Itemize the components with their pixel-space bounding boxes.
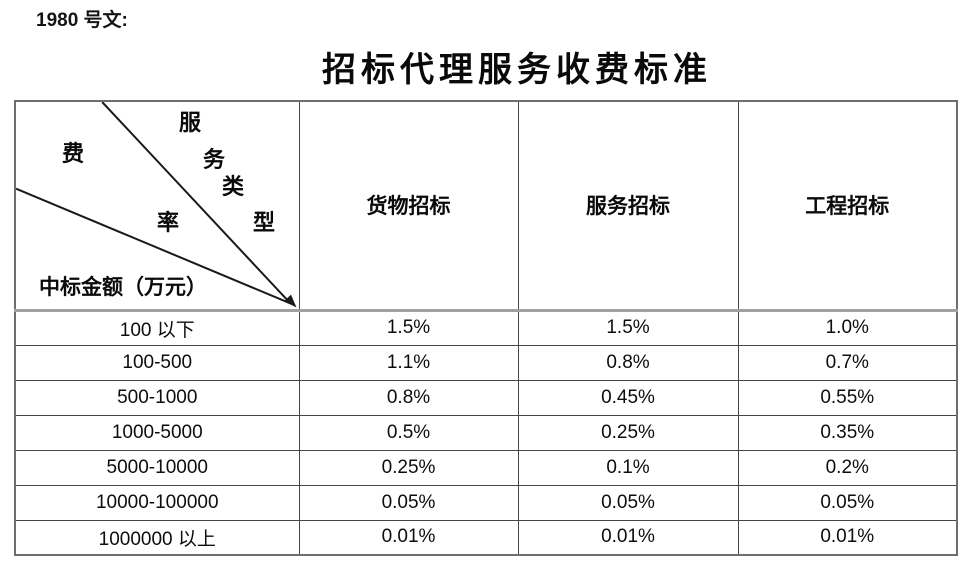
service-rate-cell: 0.1% — [517, 449, 739, 486]
table-row: 10000-100000 0.05% 0.05% 0.05% — [14, 484, 958, 521]
works-rate-cell: 0.01% — [737, 519, 958, 556]
table-row: 100 以下 1.5% 1.5% 1.0% — [14, 309, 958, 346]
table-header-row: 服 务 类 型 费 率 中标金额（万元） 货物招标 服务招标 工程招标 — [14, 100, 958, 312]
works-rate-cell: 0.2% — [737, 449, 958, 486]
corner-label-service-type-char: 型 — [253, 210, 276, 235]
amount-range-cell: 5000-10000 — [14, 449, 300, 486]
amount-range-cell: 1000000 以上 — [14, 519, 300, 556]
corner-label-fee-rate-char: 率 — [157, 210, 180, 235]
works-rate-cell: 0.55% — [737, 379, 958, 416]
corner-label-service-type-char: 类 — [222, 174, 245, 199]
corner-label-service-type-char: 服 — [179, 110, 202, 135]
column-header-service-bidding: 服务招标 — [517, 100, 739, 312]
goods-rate-cell: 0.05% — [298, 484, 519, 521]
service-rate-cell: 0.45% — [517, 379, 739, 416]
corner-label-fee-rate-char: 费 — [62, 141, 85, 166]
table-row: 1000000 以上 0.01% 0.01% 0.01% — [14, 519, 958, 556]
table-row: 1000-5000 0.5% 0.25% 0.35% — [14, 414, 958, 451]
works-rate-cell: 0.7% — [737, 344, 958, 381]
goods-rate-cell: 0.01% — [298, 519, 519, 556]
amount-range-cell: 10000-100000 — [14, 484, 300, 521]
service-rate-cell: 0.25% — [517, 414, 739, 451]
amount-range-cell: 500-1000 — [14, 379, 300, 416]
doc-reference-number: 1980 号文: — [36, 10, 128, 31]
table-row: 500-1000 0.8% 0.45% 0.55% — [14, 379, 958, 416]
corner-label-service-type-char: 务 — [203, 147, 226, 172]
goods-rate-cell: 1.5% — [298, 309, 519, 346]
amount-range-cell: 100-500 — [14, 344, 300, 381]
table-row: 100-500 1.1% 0.8% 0.7% — [14, 344, 958, 381]
fee-standard-table: 服 务 类 型 费 率 中标金额（万元） 货物招标 服务招标 工程招标 100 … — [14, 100, 958, 556]
works-rate-cell: 1.0% — [737, 309, 958, 346]
goods-rate-cell: 0.5% — [298, 414, 519, 451]
goods-rate-cell: 1.1% — [298, 344, 519, 381]
amount-range-cell: 100 以下 — [14, 309, 300, 346]
diagonal-corner-cell: 服 务 类 型 费 率 中标金额（万元） — [14, 100, 300, 312]
service-rate-cell: 0.8% — [517, 344, 739, 381]
amount-range-cell: 1000-5000 — [14, 414, 300, 451]
page-title: 招标代理服务收费标准 — [322, 52, 712, 89]
goods-rate-cell: 0.25% — [298, 449, 519, 486]
column-header-goods-bidding: 货物招标 — [298, 100, 519, 312]
service-rate-cell: 0.05% — [517, 484, 739, 521]
service-rate-cell: 1.5% — [517, 309, 739, 346]
goods-rate-cell: 0.8% — [298, 379, 519, 416]
works-rate-cell: 0.35% — [737, 414, 958, 451]
corner-label-bid-amount: 中标金额（万元） — [39, 275, 207, 299]
table-row: 5000-10000 0.25% 0.1% 0.2% — [14, 449, 958, 486]
diagonal-divider-lines — [16, 102, 297, 308]
service-rate-cell: 0.01% — [517, 519, 739, 556]
column-header-works-bidding: 工程招标 — [737, 100, 958, 312]
works-rate-cell: 0.05% — [737, 484, 958, 521]
